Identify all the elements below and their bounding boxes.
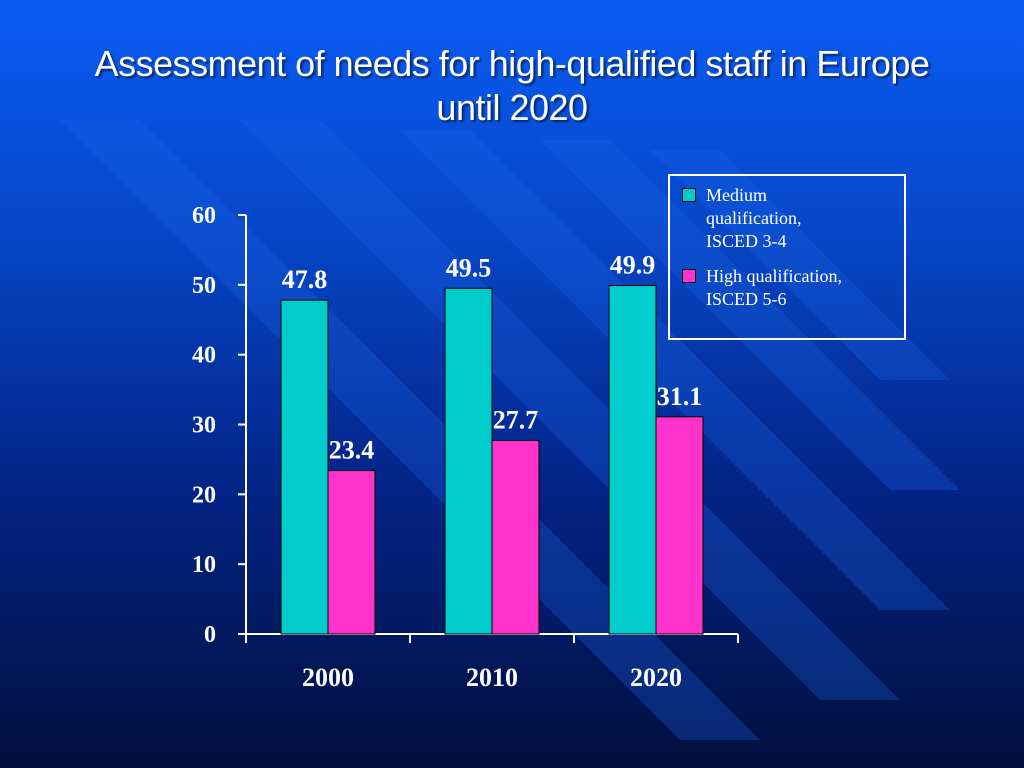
y-tick-label: 30 bbox=[192, 413, 216, 439]
legend-label-high-line-2: ISCED 5-6 bbox=[706, 289, 787, 309]
slide-title-line-2: until 2020 bbox=[436, 87, 588, 128]
legend-label-medium: Medium qualification, ISCED 3-4 bbox=[706, 184, 906, 253]
y-tick-label: 10 bbox=[192, 552, 216, 578]
x-category-label: 2020 bbox=[630, 663, 682, 692]
bar-high-2010 bbox=[491, 440, 540, 635]
chart-legend: Medium qualification, ISCED 3-4 High qua… bbox=[668, 174, 906, 340]
bar-medium-2000 bbox=[280, 299, 329, 635]
data-label: 31.1 bbox=[657, 382, 703, 411]
bar-medium-2010 bbox=[444, 287, 493, 635]
data-label: 27.7 bbox=[493, 406, 539, 435]
y-tick-label: 20 bbox=[192, 482, 216, 508]
bar-medium-2020 bbox=[608, 285, 657, 635]
x-category-label: 2010 bbox=[466, 663, 518, 692]
y-tick-label: 50 bbox=[192, 273, 216, 299]
data-label: 23.4 bbox=[329, 436, 375, 465]
legend-swatch-high bbox=[682, 269, 696, 283]
data-label: 49.9 bbox=[610, 251, 656, 280]
legend-label-medium-line-2: qualification, bbox=[706, 208, 802, 228]
legend-label-high-line-1: High qualification, bbox=[706, 266, 842, 286]
slide-title: Assessment of needs for high-qualified s… bbox=[0, 42, 1024, 130]
slide-title-line-1: Assessment of needs for high-qualified s… bbox=[94, 43, 930, 84]
y-tick-label: 60 bbox=[192, 203, 216, 229]
legend-swatch-medium bbox=[682, 188, 696, 202]
bar-high-2000 bbox=[327, 470, 376, 635]
y-tick-label: 40 bbox=[192, 343, 216, 369]
y-tick-label: 0 bbox=[204, 622, 216, 648]
legend-label-medium-line-3: ISCED 3-4 bbox=[706, 231, 787, 251]
data-label: 47.8 bbox=[282, 265, 328, 294]
bar-high-2020 bbox=[655, 416, 704, 635]
x-category-label: 2000 bbox=[302, 663, 354, 692]
legend-label-medium-line-1: Medium bbox=[706, 185, 767, 205]
legend-label-high: High qualification, ISCED 5-6 bbox=[706, 265, 906, 311]
data-label: 49.5 bbox=[446, 253, 492, 282]
